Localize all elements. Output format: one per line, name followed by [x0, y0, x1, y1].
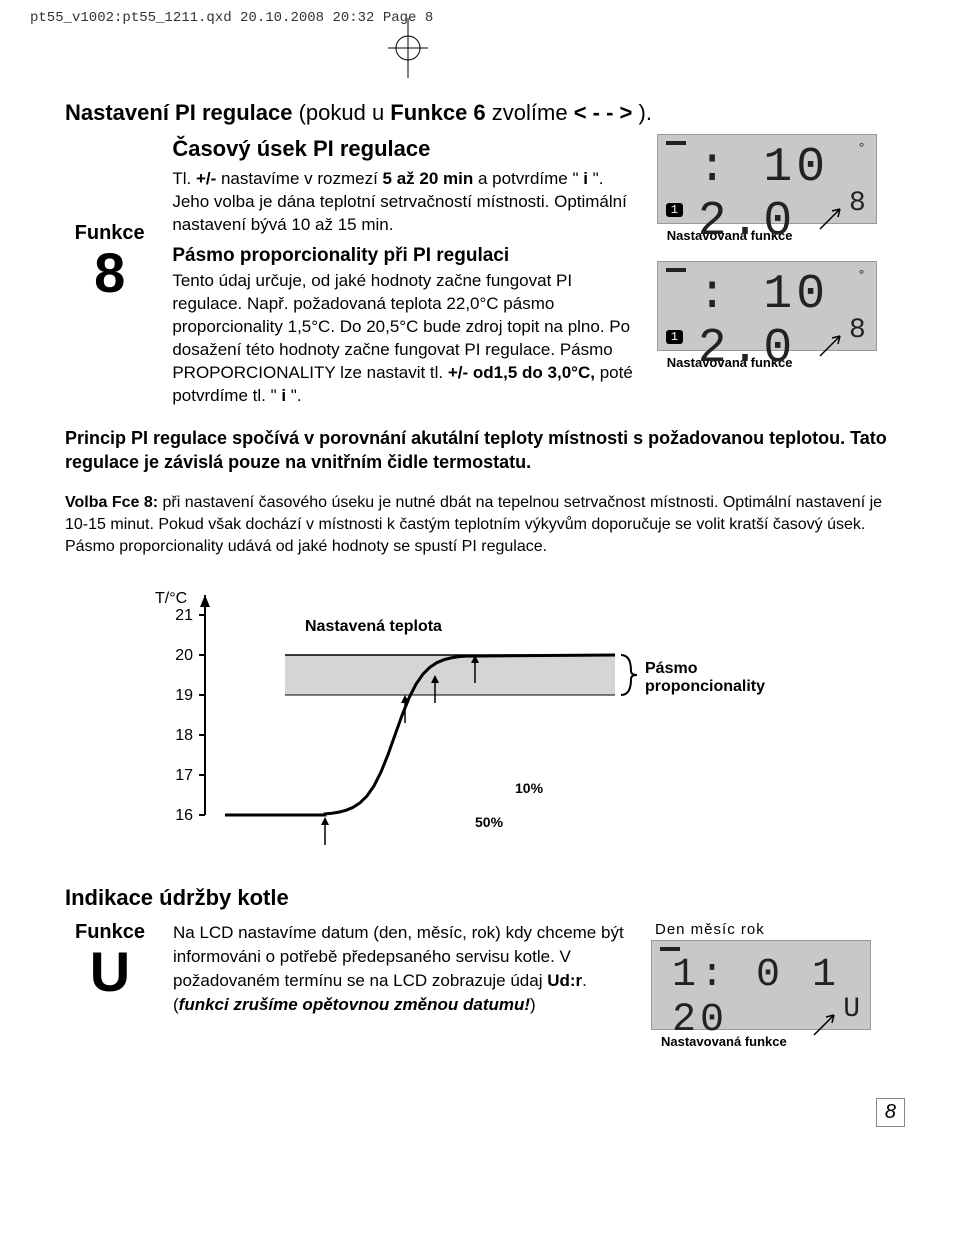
svg-text:19: 19 — [175, 687, 193, 704]
svg-text:17: 17 — [175, 767, 193, 784]
section-u-heading: Indikace údržby kotle — [65, 885, 895, 911]
volba-bold: Volba Fce 8: — [65, 494, 158, 511]
p1c: nastavíme v rozmezí — [216, 169, 382, 188]
lcd1-badge: 1 — [666, 203, 683, 217]
lcd3-main: 1: 0 1 20 — [672, 953, 870, 1043]
p1d: 5 až 20 min — [383, 169, 474, 188]
func-label-num: 8 — [65, 245, 154, 301]
func-u-label: Funkce U — [65, 921, 155, 1000]
s2b: Ud:r — [547, 971, 582, 990]
svg-text:10%: 10% — [515, 780, 544, 796]
heading-bold3: < - - > — [574, 100, 633, 125]
lcd1-fn: 8 — [849, 188, 866, 219]
heading-bold: Nastavení PI regulace — [65, 100, 292, 125]
p1e: a potvrdíme " — [473, 169, 583, 188]
lcd-column-2: Den měsíc rok 1: 0 1 20 U Nastavovaná fu… — [651, 921, 891, 1067]
section-u-body: Na LCD nastavíme datum (den, měsíc, rok)… — [173, 921, 633, 1016]
section-8-body: Časový úsek PI regulace Tl. +/- nastavím… — [172, 134, 638, 408]
lcd-display-3: 1: 0 1 20 U — [651, 940, 871, 1030]
lcd-dash-icon — [666, 268, 686, 272]
lcd2-badge: 1 — [666, 330, 683, 344]
lcd-dash-icon — [666, 141, 686, 145]
lcd2-fn: 8 — [849, 315, 866, 346]
heading-light3: ). — [632, 100, 652, 125]
princip-para: Princip PI regulace spočívá v porovnání … — [65, 426, 895, 475]
svg-text:16: 16 — [175, 807, 193, 824]
svg-text:T/°C: T/°C — [155, 590, 187, 607]
func-u-num: U — [65, 944, 155, 1000]
pi-chart: 21 20 19 18 17 16 T/°C Nastavená teplota Pásmopr… — [145, 585, 785, 845]
svg-text:Nastavená teplota: Nastavená teplota — [305, 618, 442, 635]
p2b: +/- od1,5 do 3,0°C, — [448, 363, 595, 382]
para-2: Tento údaj určuje, od jaké hodnoty začne… — [172, 270, 638, 408]
lcd3-fn: U — [843, 994, 860, 1025]
sub-heading-2: Pásmo proporcionality při PI regulaci — [172, 243, 638, 269]
svg-text:18: 18 — [175, 727, 193, 744]
func-8-label: Funkce 8 — [65, 134, 154, 301]
s2d: funkci zrušíme opětovnou změnou datumu! — [179, 995, 530, 1014]
registration-mark-icon — [388, 18, 428, 78]
main-heading: Nastavení PI regulace (pokud u Funkce 6 … — [65, 100, 895, 126]
degree-icon: ° — [857, 268, 865, 284]
print-header: pt55_v1002:pt55_1211.qxd 20.10.2008 20:3… — [30, 10, 433, 26]
lcd-column: : 10 2.0 ° 1 8 Nastavovaná funkce : 10 2… — [657, 134, 895, 388]
lcd3-top-labels: Den měsíc rok — [655, 921, 891, 938]
s2e: ) — [530, 995, 536, 1014]
para-1: Tl. +/- nastavíme v rozmezí 5 až 20 min … — [172, 168, 638, 237]
volba-para: Volba Fce 8: při nastavení časového úsek… — [65, 492, 895, 557]
svg-text:Pásmo: Pásmo — [645, 660, 698, 677]
svg-text:20: 20 — [175, 647, 193, 664]
heading-bold2: Funkce 6 — [390, 100, 485, 125]
lcd-display-1: : 10 2.0 ° 1 8 — [657, 134, 877, 224]
lcd-dash-icon — [660, 947, 680, 951]
heading-light2: zvolíme — [486, 100, 574, 125]
svg-text:50%: 50% — [475, 814, 504, 830]
p1b: +/- — [196, 169, 216, 188]
volba-text: při nastavení časového úseku je nutné db… — [65, 494, 882, 554]
svg-text:proponcionality: proponcionality — [645, 678, 765, 695]
sub-heading-1: Časový úsek PI regulace — [172, 134, 638, 164]
p1a: Tl. — [172, 169, 196, 188]
svg-text:21: 21 — [175, 607, 193, 624]
degree-icon: ° — [857, 141, 865, 157]
p2e: ". — [286, 386, 301, 405]
heading-light: (pokud u — [292, 100, 390, 125]
page-number: 8 — [876, 1098, 905, 1127]
lcd-display-2: : 10 2.0 ° 1 8 — [657, 261, 877, 351]
